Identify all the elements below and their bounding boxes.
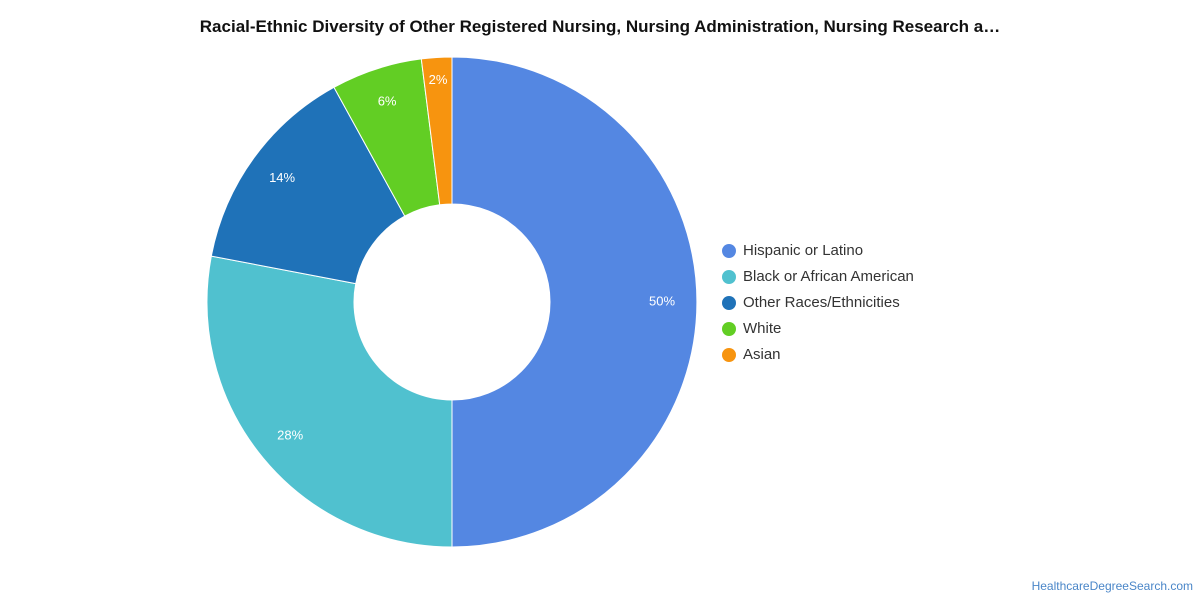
slice-black-or-african-american[interactable] xyxy=(206,255,453,548)
legend-marker-black-or-african-american xyxy=(722,270,736,284)
legend-marker-white xyxy=(722,322,736,336)
legend-label-hispanic-or-latino[interactable]: Hispanic or Latino xyxy=(743,242,863,259)
legend-marker-asian xyxy=(722,348,736,362)
legend-label-black-or-african-american[interactable]: Black or African American xyxy=(743,268,914,285)
slice-asian[interactable] xyxy=(420,56,453,206)
slice-label-black-or-african-american: 28% xyxy=(277,427,303,442)
slice-label-asian: 2% xyxy=(429,72,448,87)
legend-label-white[interactable]: White xyxy=(743,320,781,337)
legend-marker-other-races-ethnicities xyxy=(722,296,736,310)
slice-label-other-races-ethnicities: 14% xyxy=(269,170,295,185)
source-watermark[interactable]: HealthcareDegreeSearch.com xyxy=(1031,579,1193,593)
chart-title: Racial-Ethnic Diversity of Other Registe… xyxy=(199,17,1001,36)
legend-label-asian[interactable]: Asian xyxy=(743,346,781,363)
legend: Hispanic or Latino Black or African Ameri… xyxy=(722,242,914,363)
legend-label-other-races-ethnicities[interactable]: Other Races/Ethnicities xyxy=(743,294,900,311)
slice-label-white: 6% xyxy=(378,94,397,109)
donut-slices xyxy=(206,56,698,548)
slice-labels: 50% 28% 14% 6% 2% xyxy=(269,72,675,442)
slice-hispanic-or-latino[interactable] xyxy=(451,56,698,548)
slice-label-hispanic-or-latino: 50% xyxy=(649,293,675,308)
legend-marker-hispanic-or-latino xyxy=(722,244,736,258)
slice-other-races-ethnicities[interactable] xyxy=(210,86,406,285)
